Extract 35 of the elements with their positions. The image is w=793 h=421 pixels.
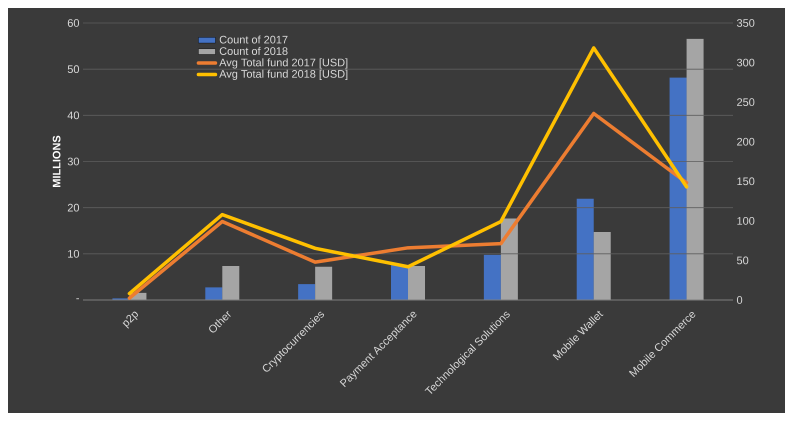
bar bbox=[298, 284, 316, 300]
y2-tick-label: 200 bbox=[737, 138, 754, 146]
bar bbox=[576, 198, 594, 300]
bar bbox=[484, 254, 501, 300]
y-tick-label: 10 bbox=[68, 250, 80, 258]
bar bbox=[315, 266, 332, 300]
bar bbox=[391, 265, 408, 300]
bar bbox=[594, 232, 611, 300]
legend-label: Avg Total fund 2017 [USD] bbox=[219, 58, 348, 69]
line-series bbox=[128, 46, 688, 296]
y2-tick-label: 100 bbox=[737, 216, 754, 225]
bar bbox=[686, 38, 704, 300]
y2-tick-label: 50 bbox=[736, 256, 748, 264]
y2-tick-label: 350 bbox=[736, 19, 754, 27]
bar bbox=[205, 287, 222, 300]
y-tick-label: 30 bbox=[68, 158, 80, 166]
bar bbox=[408, 266, 426, 300]
y2-tick-label: 0 bbox=[736, 296, 742, 304]
y-tick-label: 40 bbox=[68, 111, 80, 120]
x-tick-label: p2p bbox=[122, 312, 138, 329]
bar bbox=[222, 266, 240, 300]
y2-tick-label: 150 bbox=[737, 177, 754, 186]
legend-label: Count of 2017 bbox=[220, 36, 288, 44]
line-series bbox=[128, 112, 688, 300]
y2-tick-label: 300 bbox=[736, 58, 754, 66]
y-tick-label: - bbox=[76, 298, 79, 300]
legend-label: Count of 2018 bbox=[220, 46, 288, 55]
bar bbox=[670, 78, 687, 300]
y-tick-label: 50 bbox=[68, 65, 80, 74]
y-tick-label: 20 bbox=[68, 204, 80, 212]
y-axis-title: MILLIONS bbox=[52, 136, 60, 187]
legend-label: Avg Total fund 2018 [USD] bbox=[219, 70, 348, 80]
y2-tick-label: 250 bbox=[737, 98, 754, 106]
bar bbox=[500, 218, 518, 300]
y-tick-label: 60 bbox=[68, 19, 80, 27]
